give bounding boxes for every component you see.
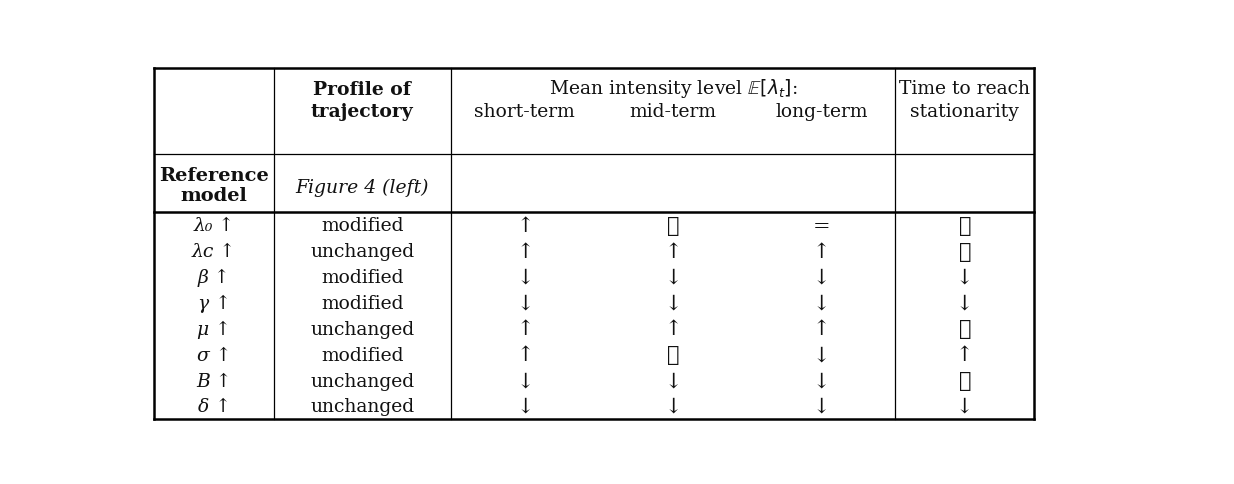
Text: ↑: ↑ xyxy=(956,346,974,364)
Text: ↓: ↓ xyxy=(812,371,830,390)
Text: unchanged: unchanged xyxy=(310,398,415,416)
Text: Figure 4 (left): Figure 4 (left) xyxy=(295,179,429,197)
Text: long-term: long-term xyxy=(775,103,868,121)
Text: =: = xyxy=(812,216,830,235)
Text: γ ↑: γ ↑ xyxy=(197,294,231,312)
Text: B ↑: B ↑ xyxy=(196,372,232,390)
Text: Profile of: Profile of xyxy=(313,81,411,99)
Text: ↑: ↑ xyxy=(516,216,533,235)
Text: ↓: ↓ xyxy=(516,397,533,416)
Text: ↓: ↓ xyxy=(812,268,830,287)
Text: ≅: ≅ xyxy=(959,371,971,390)
Text: trajectory: trajectory xyxy=(311,103,413,121)
Text: modified: modified xyxy=(321,346,404,364)
Text: Time to reach: Time to reach xyxy=(900,80,1030,98)
Text: μ ↑: μ ↑ xyxy=(197,320,231,338)
Text: ↑: ↑ xyxy=(516,319,533,339)
Text: ≅: ≅ xyxy=(959,242,971,261)
Text: δ ↑: δ ↑ xyxy=(197,398,231,416)
Text: modified: modified xyxy=(321,269,404,287)
Text: ↑: ↑ xyxy=(812,242,830,261)
Text: ≅: ≅ xyxy=(959,216,971,235)
Text: model: model xyxy=(180,187,248,205)
Text: modified: modified xyxy=(321,217,404,235)
Text: unchanged: unchanged xyxy=(310,242,415,260)
Text: short-term: short-term xyxy=(474,103,575,121)
Text: ≅: ≅ xyxy=(959,319,971,339)
Text: modified: modified xyxy=(321,294,404,312)
Text: ↓: ↓ xyxy=(664,371,682,390)
Text: λᴄ ↑: λᴄ ↑ xyxy=(193,242,236,260)
Text: β ↑: β ↑ xyxy=(197,268,231,287)
Text: ↓: ↓ xyxy=(956,268,974,287)
Text: Reference: Reference xyxy=(159,166,269,184)
Text: ↑: ↑ xyxy=(516,242,533,261)
Text: λ₀ ↑: λ₀ ↑ xyxy=(194,217,234,235)
Text: ↓: ↓ xyxy=(516,268,533,287)
Text: ↓: ↓ xyxy=(664,294,682,313)
Text: ↑: ↑ xyxy=(664,242,682,261)
Text: ↑: ↑ xyxy=(664,319,682,339)
Text: unchanged: unchanged xyxy=(310,320,415,338)
Text: unchanged: unchanged xyxy=(310,372,415,390)
Text: ↓: ↓ xyxy=(956,294,974,313)
Text: ≅: ≅ xyxy=(666,216,680,235)
Text: ↓: ↓ xyxy=(516,371,533,390)
Text: ↓: ↓ xyxy=(812,346,830,364)
Text: ↑: ↑ xyxy=(812,319,830,339)
Text: ↓: ↓ xyxy=(664,268,682,287)
Text: ↓: ↓ xyxy=(664,397,682,416)
Text: σ ↑: σ ↑ xyxy=(196,346,231,364)
Text: stationarity: stationarity xyxy=(911,103,1019,121)
Text: ↓: ↓ xyxy=(812,294,830,313)
Text: mid-term: mid-term xyxy=(629,103,717,121)
Text: ↑: ↑ xyxy=(516,346,533,364)
Text: ↓: ↓ xyxy=(516,294,533,313)
Text: Mean intensity level $\mathbb{E}[\lambda_t]$:: Mean intensity level $\mathbb{E}[\lambda… xyxy=(549,77,797,100)
Text: ↓: ↓ xyxy=(812,397,830,416)
Text: ≅: ≅ xyxy=(666,346,680,364)
Text: ↓: ↓ xyxy=(956,397,974,416)
